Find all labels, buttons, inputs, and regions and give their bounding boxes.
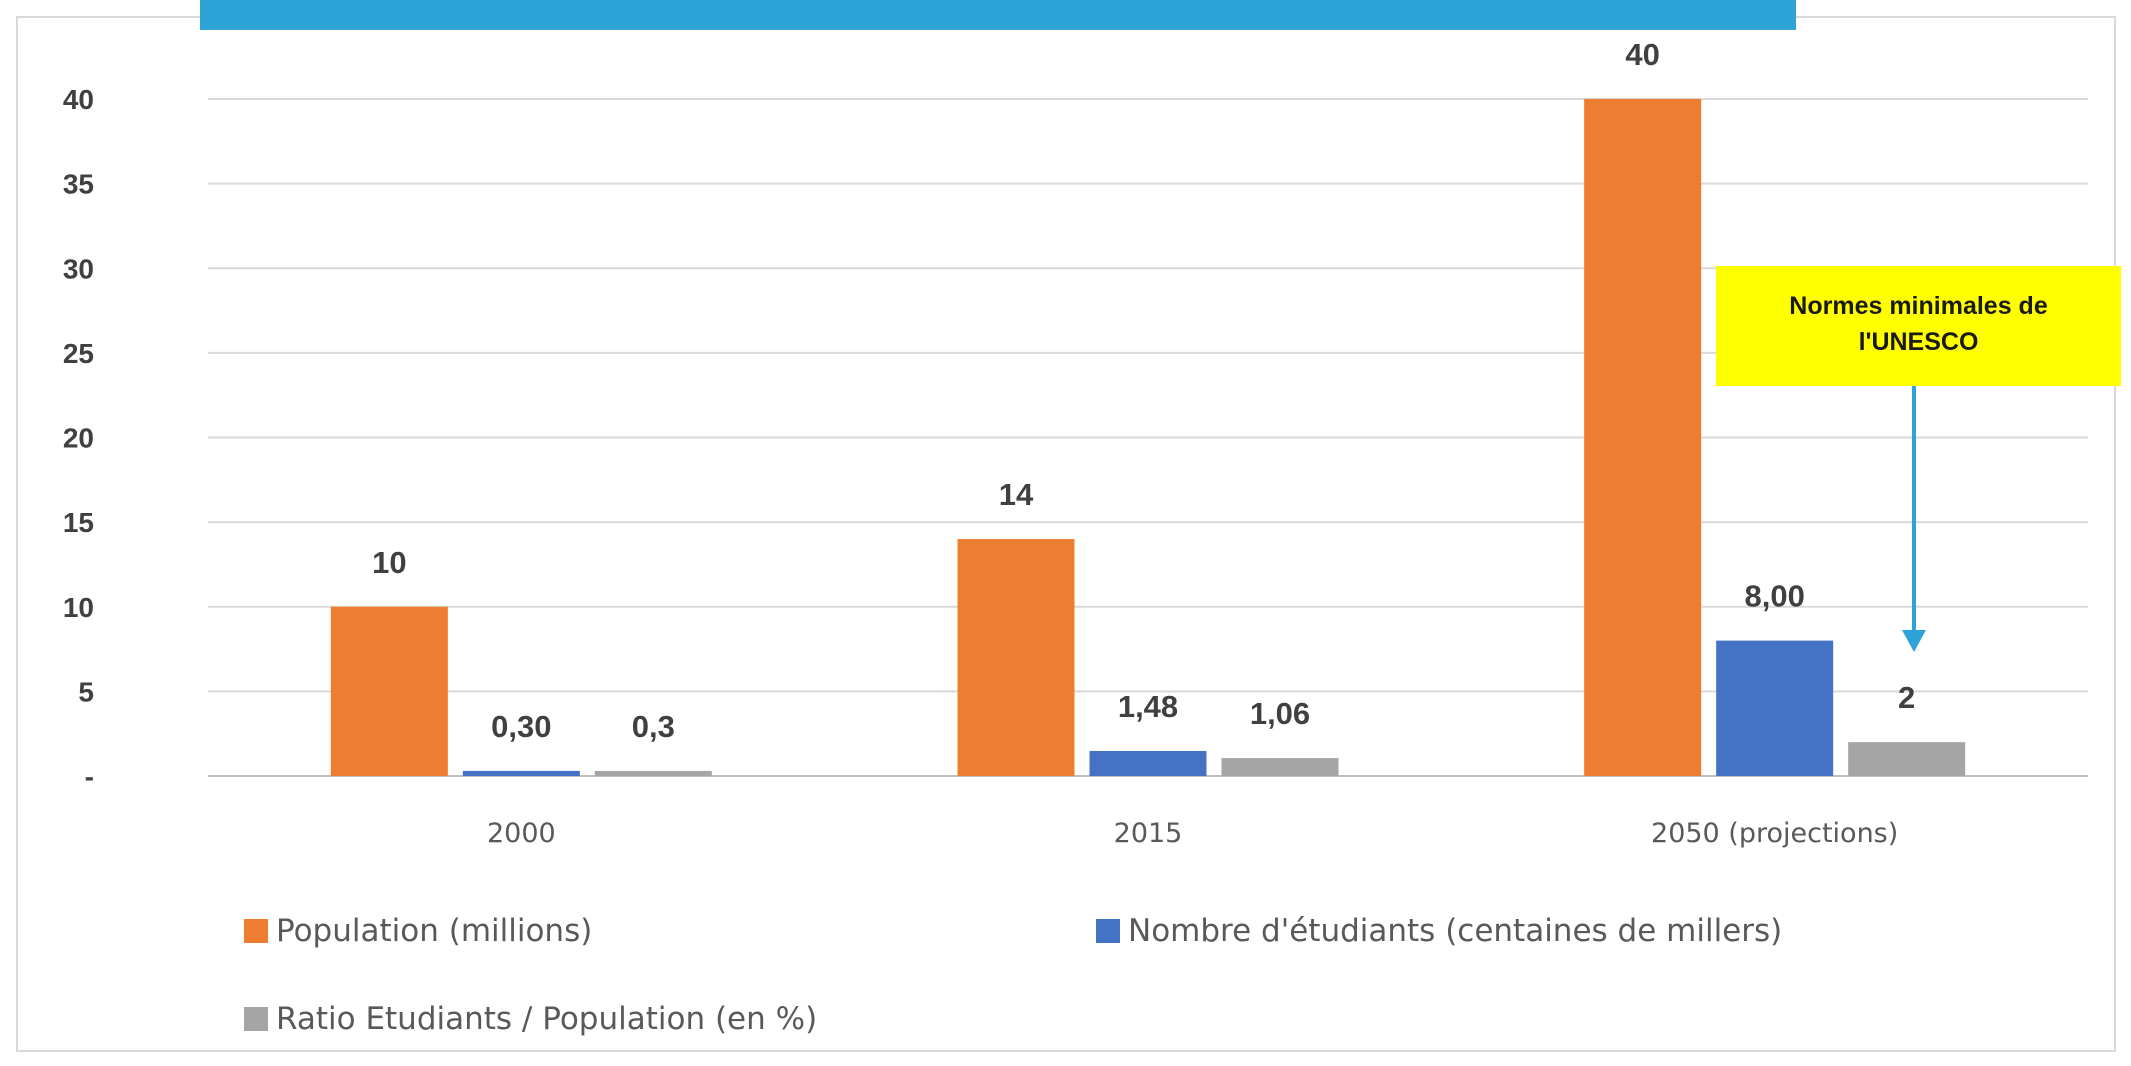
data-label-population-2: 40 [1625,37,1659,72]
bar-students-2 [1716,640,1834,776]
bar-students-0 [462,770,580,776]
bar-population-0 [330,606,448,776]
data-label-ratio-2: 2 [1898,680,1915,715]
legend-item-ratio: Ratio Etudiants / Population (en %) [244,1001,817,1037]
data-label-ratio-1: 1,06 [1250,696,1310,731]
legend-item-students: Nombre d'étudiants (centaines de millers… [1096,913,1782,949]
y-tick-label-15: 15 [63,507,94,538]
bar-ratio-1 [1221,758,1339,776]
legend-label-students: Nombre d'étudiants (centaines de millers… [1128,913,1783,949]
x-tick-label-1: 2015 [1114,818,1183,849]
callout-arrow [1902,373,1926,652]
unesco-callout: Normes minimales de l'UNESCO [1716,266,2121,386]
legend-label-population: Population (millions) [276,913,593,949]
bar-population-2 [1584,99,1702,776]
y-tick-label-40: 40 [63,84,94,115]
data-labels: 10 0,30 0,3 14 1,48 1,06 40 8,00 2 [372,37,1915,744]
title-banner [200,0,1796,30]
y-tick-label-0: - [85,761,94,792]
y-tick-label-5: 5 [78,676,94,707]
y-axis: - 5 10 15 20 25 30 35 40 [63,84,94,792]
y-tick-label-20: 20 [63,423,94,454]
data-label-students-0: 0,30 [491,709,551,744]
callout-line-2: l'UNESCO [1858,328,1979,356]
callout-arrow-head [1902,630,1926,652]
bar-population-1 [957,539,1075,776]
bar-students-1 [1089,750,1207,776]
x-tick-label-0: 2000 [487,818,556,849]
data-label-students-1: 1,48 [1118,689,1178,724]
legend-swatch-students [1096,919,1120,943]
legend-item-population: Population (millions) [244,913,592,949]
bar-ratio-2 [1848,742,1966,776]
legend-swatch-ratio [244,1007,268,1031]
y-tick-label-25: 25 [63,338,94,369]
data-label-students-2: 8,00 [1744,579,1804,614]
data-label-population-1: 14 [999,477,1034,512]
y-tick-label-30: 30 [63,253,94,284]
data-label-ratio-0: 0,3 [632,709,675,744]
bar-ratio-0 [594,770,712,776]
legend-label-ratio: Ratio Etudiants / Population (en %) [276,1001,818,1037]
data-label-population-0: 10 [372,545,406,580]
chart-frame [16,16,2116,1052]
bars [330,99,1966,776]
legend-swatch-population [244,919,268,943]
x-tick-label-2: 2050 (projections) [1651,818,1898,849]
x-axis: 2000 2015 2050 (projections) [487,818,1898,849]
y-tick-label-10: 10 [63,592,94,623]
callout-line-1: Normes minimales de [1789,292,2048,320]
y-tick-label-35: 35 [63,169,94,200]
